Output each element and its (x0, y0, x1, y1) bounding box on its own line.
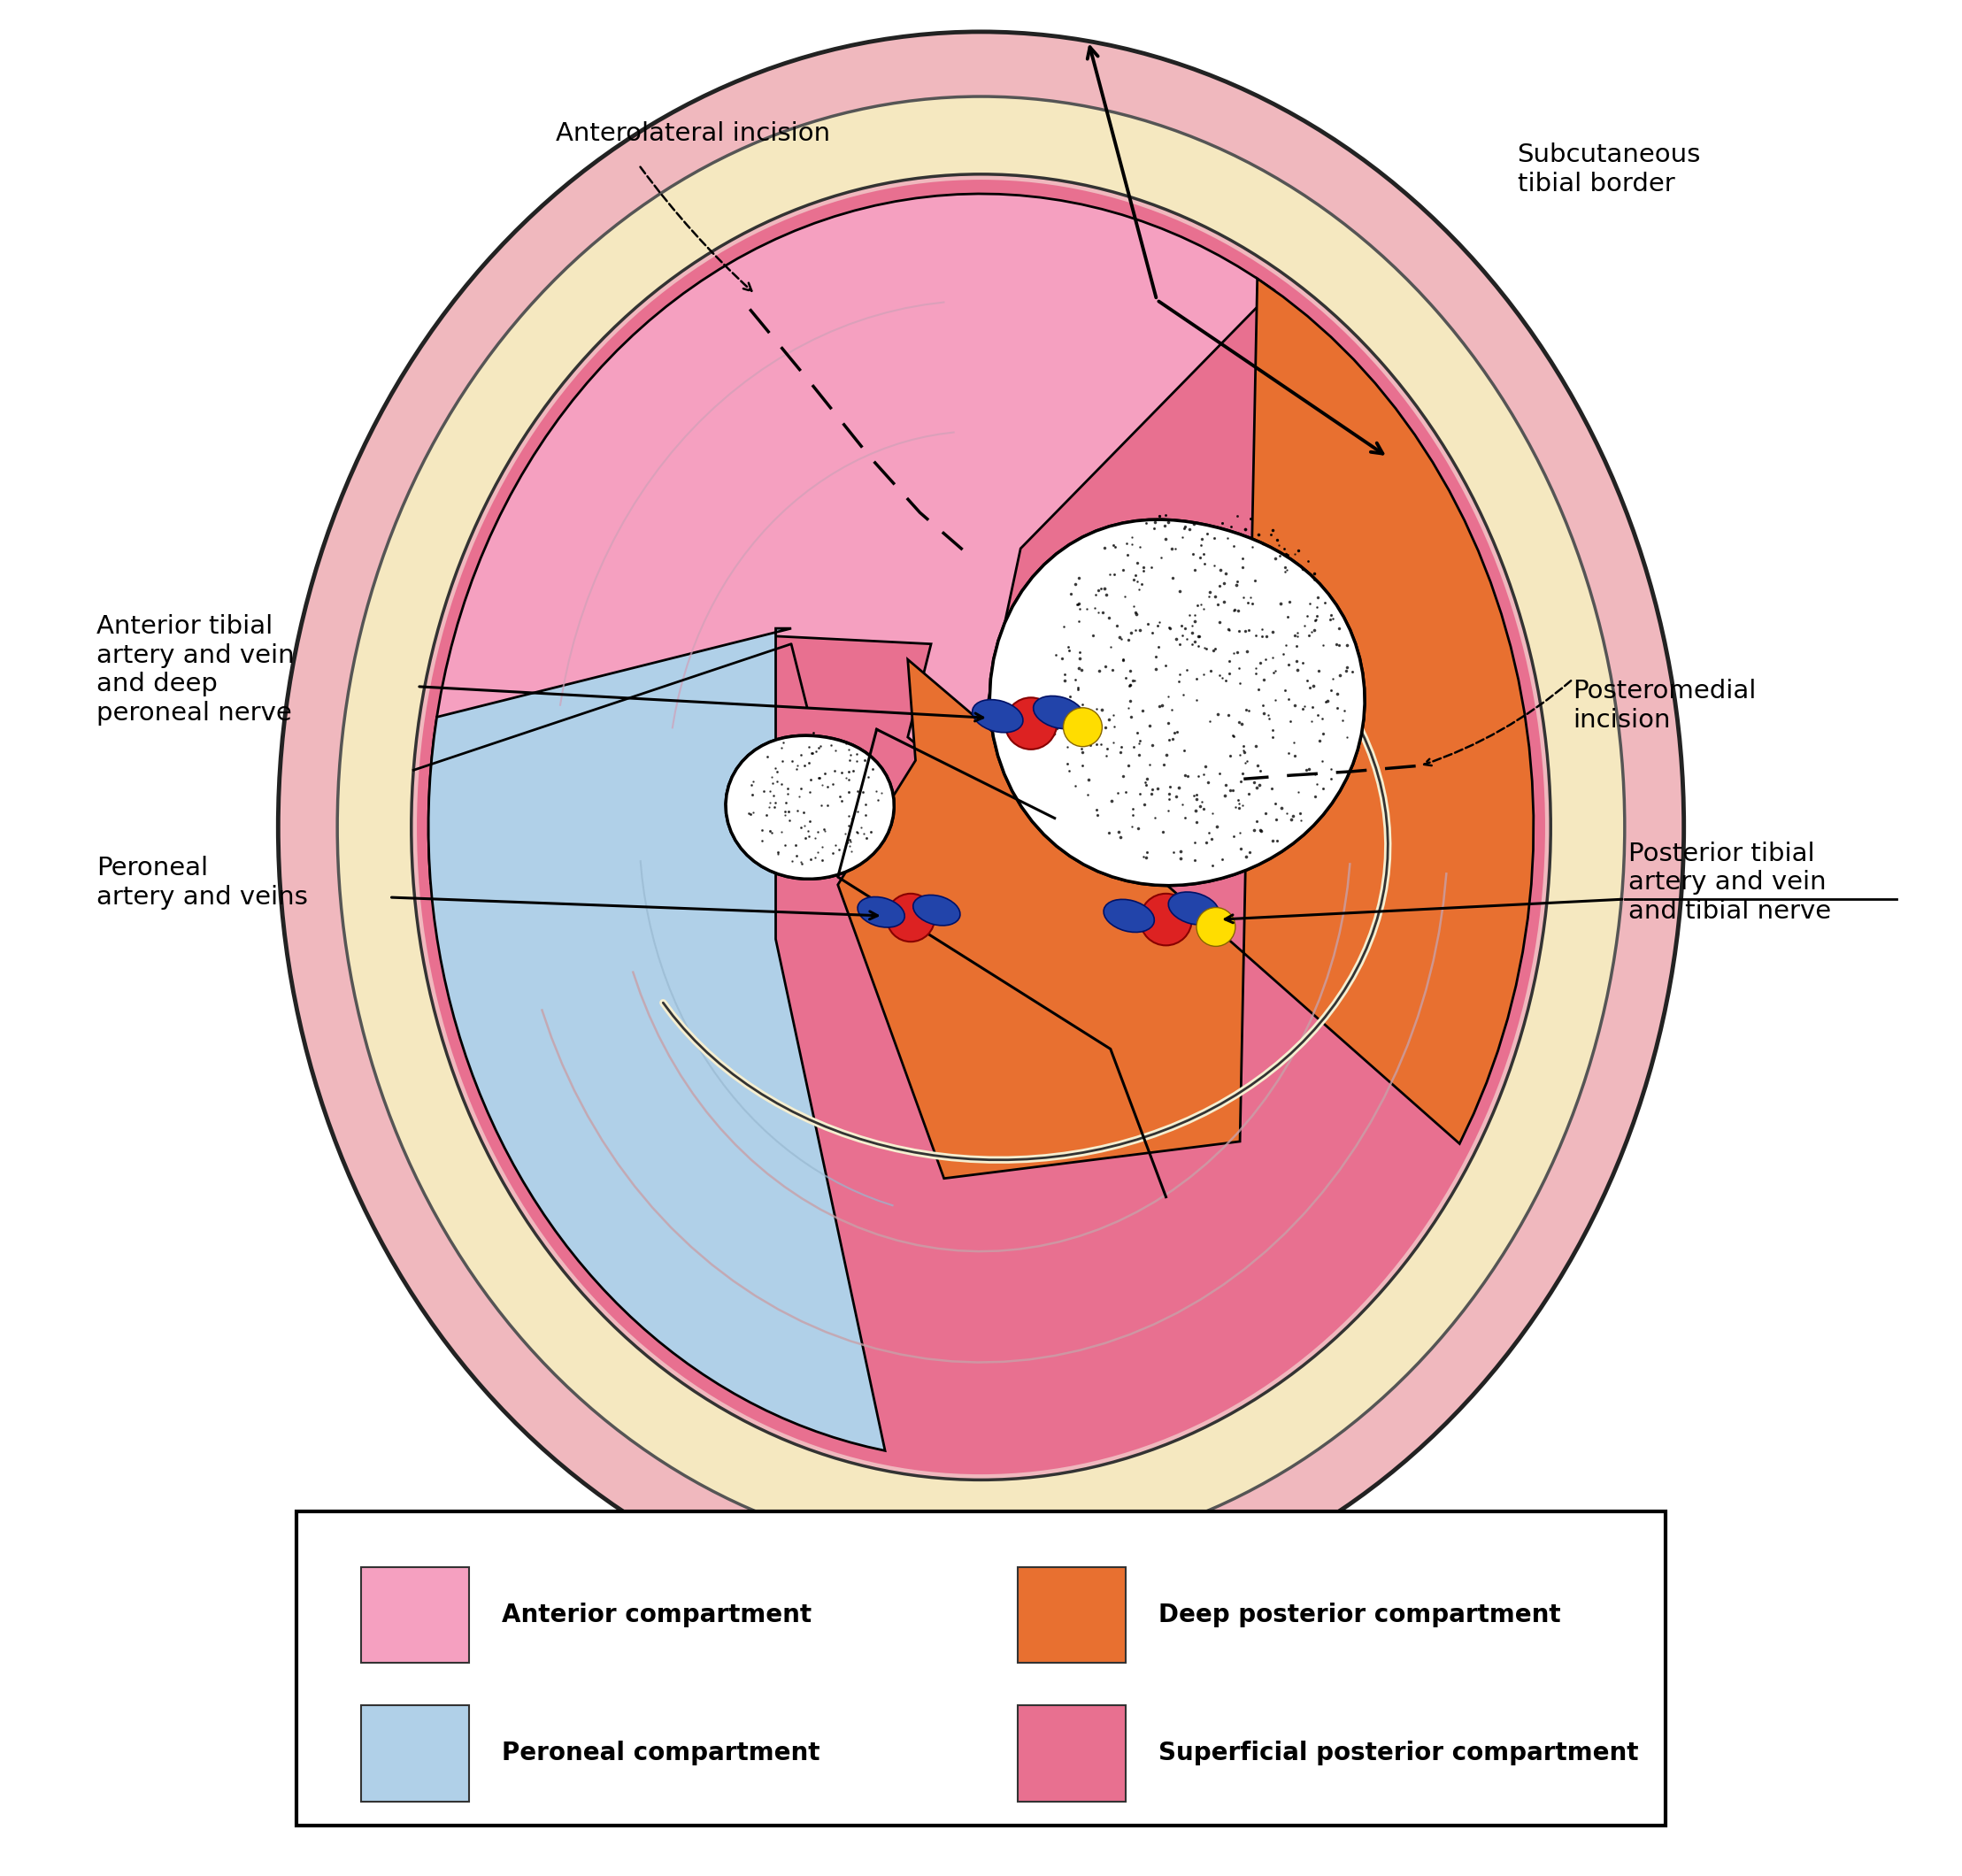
Polygon shape (726, 735, 895, 880)
Polygon shape (428, 193, 1273, 882)
Ellipse shape (973, 700, 1022, 732)
Text: Subcutaneous
tibial border: Subcutaneous tibial border (1517, 143, 1701, 197)
Ellipse shape (1105, 899, 1154, 932)
Ellipse shape (337, 96, 1625, 1557)
Polygon shape (428, 628, 885, 1450)
Text: Deep posterior compartment: Deep posterior compartment (1160, 1602, 1562, 1628)
FancyBboxPatch shape (296, 1512, 1666, 1825)
Ellipse shape (857, 897, 904, 927)
Ellipse shape (412, 174, 1550, 1480)
FancyBboxPatch shape (1018, 1705, 1126, 1801)
Circle shape (1063, 707, 1103, 747)
Ellipse shape (279, 32, 1683, 1623)
Text: Superficial posterior compartment: Superficial posterior compartment (1160, 1741, 1638, 1765)
Text: Peroneal compartment: Peroneal compartment (502, 1741, 820, 1765)
Polygon shape (838, 280, 1534, 1178)
Circle shape (1005, 698, 1058, 749)
Text: Peroneal
artery and veins: Peroneal artery and veins (96, 855, 308, 910)
FancyBboxPatch shape (361, 1705, 469, 1801)
Ellipse shape (1169, 891, 1218, 925)
Circle shape (887, 893, 934, 942)
Circle shape (1140, 893, 1191, 946)
Text: Anterior compartment: Anterior compartment (502, 1602, 812, 1628)
Text: Posteromedial
incision: Posteromedial incision (1574, 679, 1756, 732)
Text: Anterior tibial
artery and vein
and deep
peroneal nerve: Anterior tibial artery and vein and deep… (96, 615, 294, 726)
Text: Posterior tibial
artery and vein
and tibial nerve: Posterior tibial artery and vein and tib… (1628, 842, 1831, 923)
Polygon shape (726, 735, 895, 880)
Ellipse shape (416, 180, 1546, 1475)
Ellipse shape (912, 895, 959, 925)
Circle shape (1197, 908, 1236, 946)
Polygon shape (989, 520, 1366, 885)
Polygon shape (989, 520, 1366, 885)
FancyBboxPatch shape (361, 1566, 469, 1664)
Ellipse shape (1034, 696, 1085, 728)
Text: Anterolateral incision: Anterolateral incision (555, 122, 830, 146)
FancyBboxPatch shape (1018, 1566, 1126, 1664)
